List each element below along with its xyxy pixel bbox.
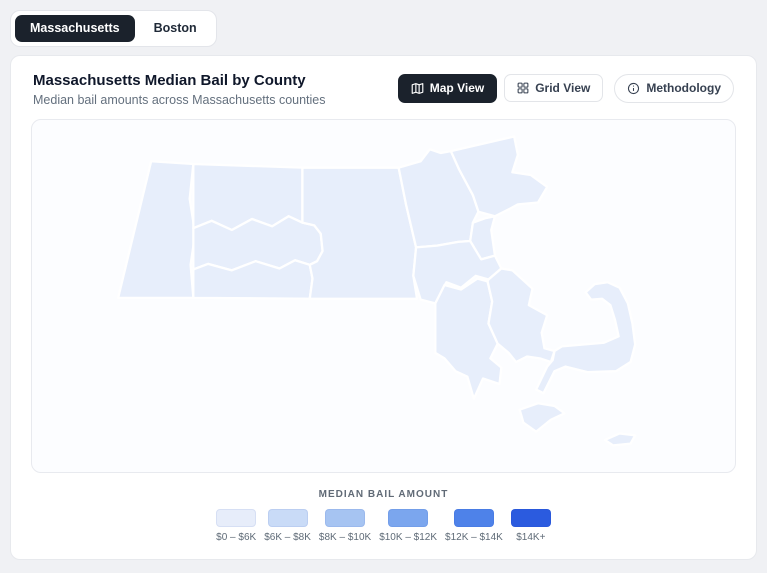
legend-item: $0 – $6K bbox=[216, 508, 257, 543]
map-view-button[interactable]: Map View bbox=[397, 73, 498, 103]
county-barnstable[interactable] bbox=[534, 280, 636, 394]
county-essex[interactable] bbox=[449, 134, 548, 217]
legend-item: $8K – $10K bbox=[318, 508, 372, 543]
legend-label: $14K+ bbox=[516, 531, 546, 543]
county-dukes[interactable] bbox=[518, 401, 566, 433]
grid-view-button[interactable]: Grid View bbox=[504, 74, 604, 102]
legend-title: MEDIAN BAIL AMOUNT bbox=[318, 488, 449, 500]
county-hampden[interactable] bbox=[191, 258, 314, 300]
page-title: Massachusetts Median Bail by County bbox=[33, 71, 306, 89]
legend-item: $12K – $14K bbox=[445, 508, 503, 543]
info-icon bbox=[627, 82, 640, 95]
county-worcester[interactable] bbox=[300, 166, 418, 300]
county-nantucket[interactable] bbox=[603, 431, 636, 447]
legend: MEDIAN BAIL AMOUNT $0 – $6K $6K – $8K $8K … bbox=[31, 489, 736, 543]
legend-label: $6K – $8K bbox=[264, 531, 311, 543]
methodology-label: Methodology bbox=[646, 81, 721, 95]
legend-label: $0 – $6K bbox=[216, 531, 257, 543]
legend-items: $0 – $6K $6K – $8K $8K – $10K $10K – $12K $1… bbox=[216, 508, 551, 543]
legend-swatch bbox=[510, 508, 551, 527]
page-subtitle: Median bail amounts across Massachusetts… bbox=[33, 92, 326, 107]
map-panel bbox=[31, 118, 736, 473]
legend-item: $14K+ bbox=[510, 508, 551, 543]
bail-map-card: Massachusetts Median Bail by County Medi… bbox=[10, 54, 757, 560]
map-icon bbox=[411, 82, 424, 95]
grid-view-label: Grid View bbox=[535, 81, 591, 95]
legend-swatch bbox=[267, 508, 308, 527]
county-plymouth[interactable] bbox=[485, 266, 556, 363]
legend-label: $12K – $14K bbox=[445, 531, 503, 543]
legend-swatch bbox=[453, 508, 494, 527]
legend-label: $10K – $12K bbox=[379, 531, 438, 543]
massachusetts-map bbox=[116, 134, 636, 447]
legend-label: $8K – $10K bbox=[318, 531, 372, 543]
grid-icon bbox=[517, 82, 529, 94]
methodology-button[interactable]: Methodology bbox=[614, 73, 734, 103]
legend-swatch bbox=[325, 508, 366, 527]
region-toggle: Massachusetts Boston bbox=[10, 10, 217, 47]
view-controls: Map View Grid View Methodology bbox=[397, 72, 734, 103]
map-view-label: Map View bbox=[429, 81, 485, 95]
legend-item: $10K – $12K bbox=[379, 508, 438, 543]
legend-item: $6K – $8K bbox=[264, 508, 311, 543]
toggle-massachusetts[interactable]: Massachusetts bbox=[15, 15, 135, 42]
county-bristol[interactable] bbox=[433, 276, 502, 400]
county-berkshire[interactable] bbox=[116, 159, 196, 299]
toggle-boston[interactable]: Boston bbox=[139, 15, 212, 42]
legend-swatch bbox=[216, 508, 257, 527]
legend-swatch bbox=[388, 508, 429, 527]
card-header: Massachusetts Median Bail by County Medi… bbox=[31, 56, 736, 119]
